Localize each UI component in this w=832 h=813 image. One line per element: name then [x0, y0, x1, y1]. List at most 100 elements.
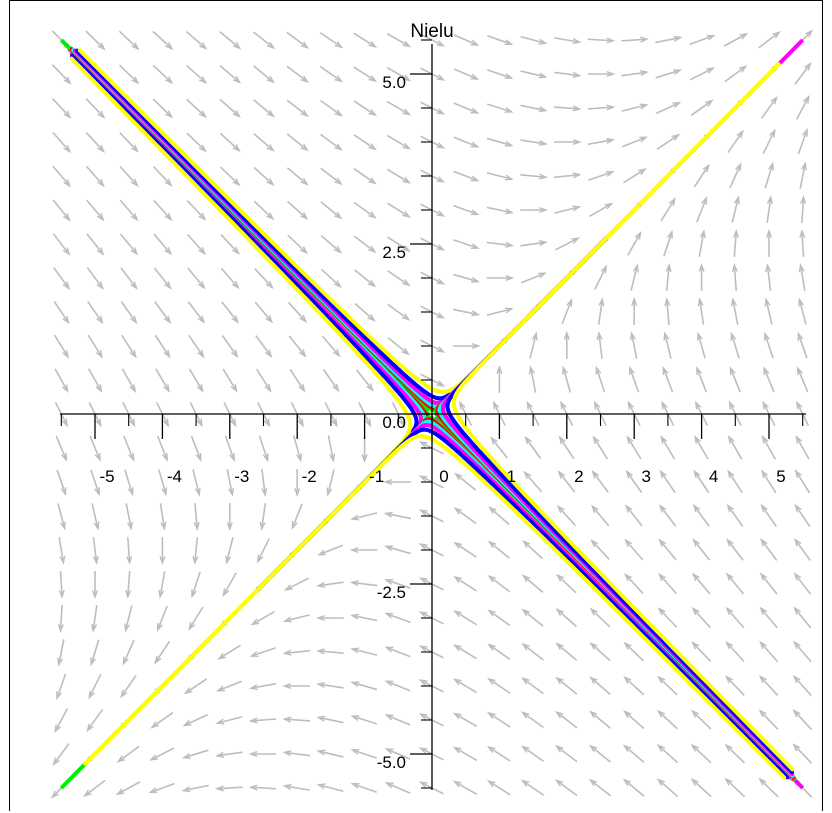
field-arrowhead	[384, 782, 394, 789]
x-ticks: -5 -4 -3 -2 -1 0 1 2 3 4 5	[60, 414, 804, 486]
field-arrow	[556, 643, 578, 661]
field-arrowhead	[738, 65, 748, 73]
field-arrow	[124, 469, 134, 495]
field-arrowhead	[198, 144, 207, 153]
field-arrowhead	[401, 313, 411, 321]
field-arrow	[186, 233, 206, 255]
field-arrow	[761, 436, 777, 460]
field-arrowhead	[350, 782, 360, 789]
field-arrowhead	[188, 621, 196, 631]
field-arrow	[454, 507, 477, 525]
field-arrowhead	[128, 452, 135, 462]
field-arrowhead	[528, 365, 535, 375]
field-arrow	[794, 539, 811, 561]
field-arrowhead	[229, 418, 237, 428]
field-arrow	[488, 780, 511, 796]
field-arrowhead	[316, 648, 326, 655]
field-arrowhead	[317, 549, 327, 556]
field-arrow	[797, 333, 808, 359]
field-arrowhead	[299, 314, 308, 324]
field-arrowhead	[538, 173, 548, 180]
field-arrow	[351, 614, 378, 622]
field-arrow	[658, 608, 678, 628]
field-arrow	[292, 435, 302, 461]
field-arrowhead	[418, 577, 428, 584]
field-arrowhead	[760, 538, 768, 547]
field-arrow	[725, 778, 746, 798]
field-arrowhead	[92, 555, 99, 565]
field-arrow	[320, 99, 342, 117]
field-arrow	[84, 779, 106, 797]
field-arrowhead	[558, 435, 566, 445]
field-arrowhead	[91, 590, 99, 599]
field-arrowhead	[766, 195, 773, 205]
field-arrowhead	[222, 588, 230, 597]
field-arrow	[522, 745, 545, 763]
field-arrowhead	[149, 754, 158, 761]
field-arrowhead	[266, 41, 276, 50]
field-arrow	[759, 710, 779, 730]
field-arrowhead	[627, 400, 635, 410]
field-arrowhead	[793, 537, 802, 547]
field-arrowhead	[736, 129, 744, 139]
field-arrowhead	[538, 240, 548, 247]
field-arrowhead	[792, 709, 801, 718]
field-arrow	[85, 98, 105, 118]
field-arrowhead	[384, 612, 394, 619]
field-arrowhead	[163, 349, 171, 359]
field-arrowhead	[326, 487, 333, 497]
field-arrow	[522, 677, 544, 695]
field-arrowhead	[487, 677, 496, 685]
field-arrowhead	[572, 205, 582, 212]
field-arrowhead	[673, 35, 683, 42]
field-arrow	[153, 199, 172, 221]
field-arrow	[91, 503, 99, 529]
field-arrow	[794, 504, 811, 528]
field-arrow	[318, 783, 344, 793]
field-arrow	[624, 676, 645, 696]
field-arrow	[119, 165, 138, 187]
field-arrowhead	[334, 177, 343, 186]
field-arrowhead	[124, 623, 131, 633]
field-arrow	[555, 779, 578, 797]
field-arrowhead	[259, 521, 266, 531]
field-arrowhead	[248, 717, 258, 724]
field-arrowhead	[758, 709, 767, 718]
field-arrowhead	[367, 314, 376, 322]
field-arrow	[289, 368, 305, 392]
field-arrowhead	[761, 469, 769, 479]
field-arrow	[53, 267, 70, 289]
field-arrow	[219, 166, 240, 186]
field-arrowhead	[130, 178, 139, 188]
field-arrow	[522, 575, 544, 593]
field-arrowhead	[488, 506, 497, 514]
field-arrowhead	[63, 178, 71, 188]
field-arrow	[322, 369, 339, 391]
field-arrow	[486, 241, 513, 247]
field-arrow	[597, 299, 604, 325]
field-arrowhead	[555, 573, 565, 582]
field-arrowhead	[452, 644, 462, 652]
field-arrow	[665, 265, 670, 291]
field-arrow	[556, 711, 578, 729]
field-arrow	[59, 605, 63, 631]
field-arrow	[85, 131, 105, 153]
field-arrow	[353, 66, 376, 82]
field-arrow	[183, 784, 209, 792]
field-arrowhead	[97, 144, 106, 153]
field-arrowhead	[470, 175, 480, 182]
field-arrowhead	[571, 237, 581, 244]
field-arrow	[226, 469, 234, 495]
field-arrow	[759, 675, 779, 697]
field-arrowhead	[690, 743, 699, 752]
field-arrowhead	[803, 94, 810, 104]
field-arrow	[320, 268, 341, 288]
field-arrowhead	[624, 538, 633, 548]
field-arrow	[520, 174, 546, 178]
field-arrow	[693, 505, 710, 527]
field-arrowhead	[300, 143, 309, 152]
field-arrowhead	[120, 689, 128, 699]
field-arrow	[51, 64, 71, 84]
field-arrow	[554, 37, 580, 43]
field-arrowhead	[418, 747, 428, 754]
